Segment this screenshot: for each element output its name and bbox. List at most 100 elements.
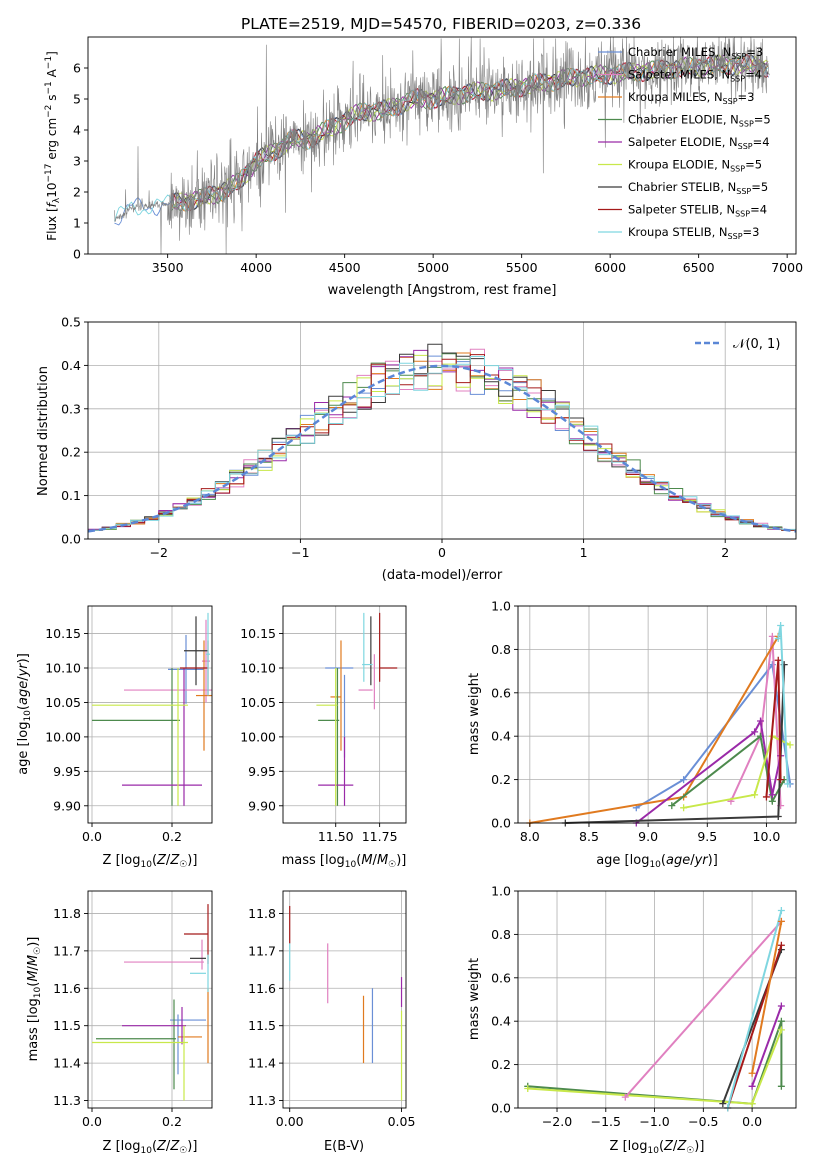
y-tick-label: 9.95 — [248, 764, 276, 779]
y-tick-label: 10.10 — [240, 661, 276, 676]
mZ-ylabel: mass [log10(M/M☉)] — [26, 937, 43, 1062]
y-tick-label: 0.2 — [61, 445, 81, 460]
legend-label-kroupa_stelib: Kroupa STELIB, NSSP=3 — [628, 225, 759, 241]
y-tick-label: 11.3 — [248, 1093, 276, 1108]
y-tick-label: 11.4 — [53, 1056, 81, 1071]
x-tick-label: 8.5 — [579, 829, 599, 844]
weight-point-salpeter_miles — [768, 632, 776, 640]
mass-vs-extinction-plot: 0.00 0.05 11.3 11.4 11.5 11.6 11.7 11.8 E(B-V) — [248, 890, 416, 1154]
weight-point-chabrier_stelib — [719, 1100, 727, 1108]
x-tick-label: −1.0 — [639, 1114, 669, 1129]
y-tick-label: 0.0 — [491, 1101, 511, 1116]
y-tick-label: 11.6 — [53, 981, 81, 996]
y-tick-label: 0.1 — [61, 488, 81, 503]
x-tick-label: 0.00 — [276, 1114, 304, 1129]
weight-point-kroupa_stelib — [777, 622, 785, 630]
wZ-ylabel: mass weight — [467, 958, 482, 1040]
weight-point-kroupa_stelib — [774, 635, 782, 643]
mZ-xlabel: Z [log10(Z/Z☉)] — [103, 1139, 198, 1156]
x-tick-label: 10.0 — [753, 829, 781, 844]
y-tick-label: 0.8 — [491, 927, 511, 942]
y-tick-label: 4 — [73, 123, 81, 138]
weight-line-salpeter_miles — [624, 920, 783, 1098]
y-tick-label: 3 — [73, 154, 81, 169]
x-tick-label: 6000 — [594, 260, 626, 275]
x-tick-label: 0.05 — [388, 1114, 416, 1129]
mass-vs-metallicity-plot: 0.0 0.2 11.3 11.4 11.5 11.6 11.7 11.8 Z [log10(… — [26, 890, 213, 1156]
spectrum-plot: 3500 4000 4500 5000 5500 6000 6500 70000123456 … — [44, 36, 803, 298]
wAge-xlabel: age [log10(age/yr)] — [596, 853, 718, 870]
histogram-ylabel: Normed distribution — [36, 366, 51, 496]
weight-point-chabrier_miles — [680, 776, 688, 784]
y-tick-label: 1 — [73, 216, 81, 231]
ageZ-ylabel: age [log10(age/yr)] — [16, 653, 33, 775]
weight-line-chabrier_elodie — [527, 1020, 783, 1105]
x-tick-label: 0.0 — [82, 829, 102, 844]
x-tick-label: 5000 — [417, 260, 449, 275]
y-tick-label: 9.95 — [53, 764, 81, 779]
x-tick-label: 0.0 — [82, 1114, 102, 1129]
x-tick-label: 4000 — [240, 260, 272, 275]
x-tick-label: −0.5 — [688, 1114, 718, 1129]
y-tick-label: 6 — [73, 61, 81, 76]
y-tick-label: 11.5 — [248, 1018, 276, 1033]
spectrum-ylabel: Flux [fλ10−17 erg cm−2 s−1 A−1] — [44, 51, 62, 241]
weight-point-chabrier_elodie — [668, 802, 676, 810]
weight-point-kroupa_miles — [777, 917, 785, 925]
x-tick-label: 2 — [721, 545, 729, 560]
x-tick-label: 7000 — [771, 260, 803, 275]
x-tick-label: 0.2 — [162, 1114, 182, 1129]
weight-line-salpeter_elodie — [751, 1005, 783, 1087]
weight-point-kroupa_elodie — [524, 1084, 532, 1092]
weight-point-salpeter_elodie — [751, 728, 759, 736]
histogram-xlabel: (data-model)/error — [382, 568, 503, 583]
wZ-xlabel: Z [log10(Z/Z☉)] — [610, 1139, 705, 1156]
x-tick-label: 8.0 — [520, 829, 540, 844]
x-tick-label: 9.0 — [638, 829, 658, 844]
x-tick-label: 3500 — [152, 260, 184, 275]
y-tick-label: 11.8 — [53, 906, 81, 921]
gaussian-legend: 𝒩(0, 1) — [695, 337, 780, 352]
legend-label-kroupa_miles: Kroupa MILES, NSSP=3 — [628, 90, 754, 106]
y-tick-label: 0.8 — [491, 642, 511, 657]
weight-point-kroupa_stelib — [777, 907, 785, 915]
age-vs-metallicity-plot: 0.0 0.2 9.90 9.95 10.00 10.05 10.10 10.15 Z [lo… — [16, 605, 213, 870]
y-tick-label: 10.05 — [45, 695, 81, 710]
y-tick-label: 0.2 — [491, 772, 511, 787]
gaussian-legend-label: 𝒩(0, 1) — [733, 337, 780, 352]
y-tick-label: 2 — [73, 185, 81, 200]
wAge-ylabel: mass weight — [467, 673, 482, 755]
legend-label-kroupa_elodie: Kroupa ELODIE, NSSP=5 — [628, 158, 762, 174]
x-tick-label: 1 — [580, 545, 588, 560]
y-tick-label: 0.5 — [61, 315, 81, 330]
weight-line-chabrier_elodie — [671, 734, 786, 807]
y-tick-label: 11.7 — [248, 943, 276, 958]
age-vs-mass-plot: 11.50 11.75 9.90 9.95 10.00 10.05 10.10 10.15 m… — [240, 605, 407, 870]
y-tick-label: 0.3 — [61, 401, 81, 416]
weight-point-salpeter_miles — [621, 1093, 629, 1101]
weight-point-chabrier_elodie — [777, 1017, 785, 1025]
legend-label-chabrier_stelib: Chabrier STELIB, NSSP=5 — [628, 180, 768, 196]
weight-point-kroupa_elodie — [680, 804, 688, 812]
y-tick-label: 0.0 — [491, 816, 511, 831]
weight-point-salpeter_stelib — [762, 793, 770, 801]
weight-line-salpeter_miles — [729, 636, 782, 806]
x-tick-label: 0.2 — [162, 829, 182, 844]
weight-point-kroupa_stelib — [784, 780, 792, 788]
x-tick-label: −2.0 — [542, 1114, 572, 1129]
y-tick-label: 0.2 — [491, 1057, 511, 1072]
weight-line-kroupa_stelib — [726, 910, 783, 1109]
y-tick-label: 5 — [73, 92, 81, 107]
x-tick-label: −1.5 — [591, 1114, 621, 1129]
weight-point-chabrier_stelib — [774, 812, 782, 820]
weight-point-kroupa_elodie — [751, 791, 759, 799]
y-tick-label: 11.5 — [53, 1018, 81, 1033]
y-tick-label: 11.3 — [53, 1093, 81, 1108]
figure-title: PLATE=2519, MJD=54570, FIBERID=0203, z=0… — [241, 15, 641, 33]
x-tick-label: 11.75 — [362, 829, 398, 844]
legend-label-chabrier_miles: Chabrier MILES, NSSP=3 — [628, 45, 763, 61]
spectrum-legend: Chabrier MILES, NSSP=3 Salpeter MILES, NS… — [598, 45, 771, 241]
y-tick-label: 0.6 — [491, 685, 511, 700]
x-tick-label: 0.0 — [742, 1114, 762, 1129]
